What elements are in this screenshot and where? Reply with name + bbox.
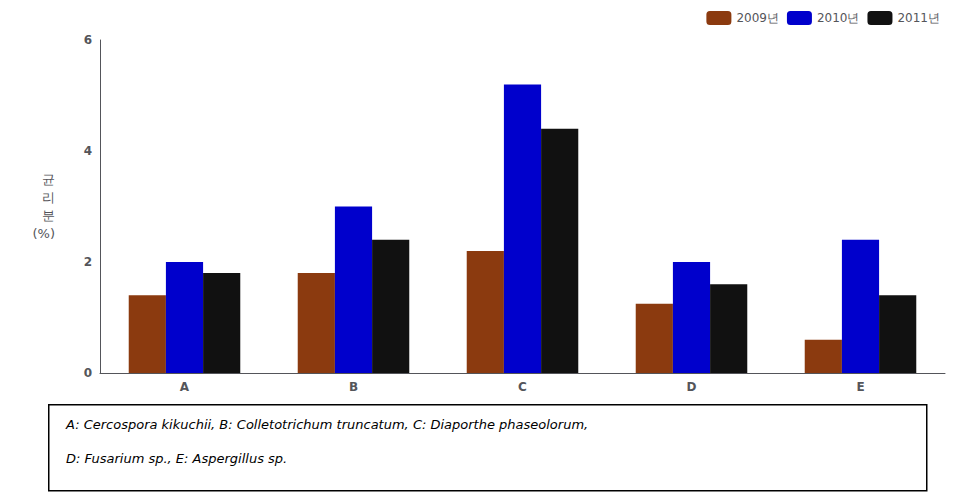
svg-text:리: 리 bbox=[42, 190, 55, 205]
svg-text:0: 0 bbox=[84, 366, 92, 380]
svg-text:분: 분 bbox=[42, 208, 55, 223]
svg-text:2010년: 2010년 bbox=[817, 11, 860, 25]
svg-text:D: Fusarium sp., E: Aspergillu: D: Fusarium sp., E: Aspergillus sp. bbox=[66, 451, 287, 466]
svg-text:C: C bbox=[518, 380, 527, 394]
svg-text:2: 2 bbox=[84, 255, 92, 269]
svg-text:E: E bbox=[856, 380, 864, 394]
svg-text:균: 균 bbox=[42, 172, 55, 187]
svg-text:2011년: 2011년 bbox=[897, 11, 940, 25]
svg-text:B: B bbox=[349, 380, 358, 394]
svg-text:D: D bbox=[687, 380, 697, 394]
svg-text:4: 4 bbox=[84, 144, 92, 158]
svg-text:A: A bbox=[180, 380, 190, 394]
svg-text:(%): (%) bbox=[33, 226, 56, 241]
svg-text:6: 6 bbox=[84, 33, 92, 47]
svg-text:A: Cercospora kikuchii, B: Col: A: Cercospora kikuchii, B: Colletotrichu… bbox=[65, 417, 588, 432]
svg-text:2009년: 2009년 bbox=[736, 11, 779, 25]
